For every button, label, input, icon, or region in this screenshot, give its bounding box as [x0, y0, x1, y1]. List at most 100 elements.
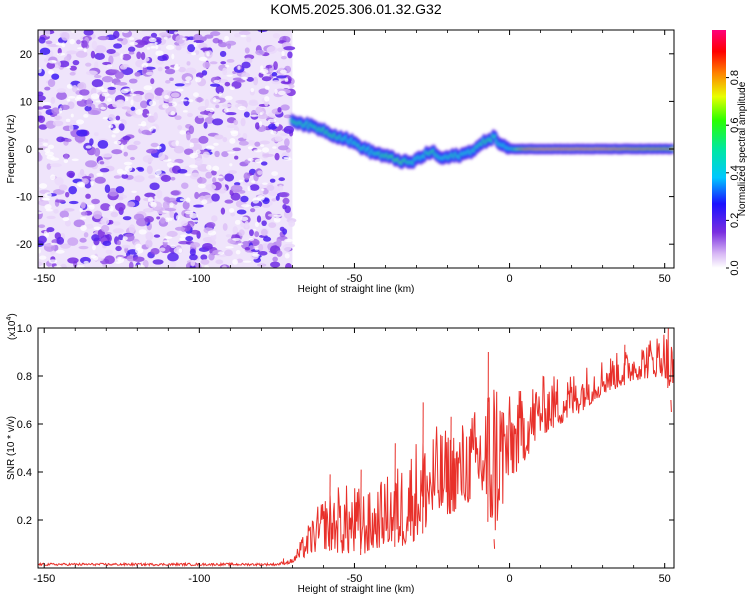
noise-gap: [93, 226, 101, 230]
noise-gap: [128, 37, 135, 41]
noise-gap: [172, 162, 181, 166]
noise-blob: [80, 201, 86, 209]
noise-gap: [174, 63, 179, 69]
noise-blob: [121, 244, 131, 249]
noise-blob: [280, 80, 292, 85]
noise-gap: [66, 98, 71, 102]
noise-gap: [284, 238, 293, 243]
noise-blob: [128, 224, 136, 234]
noise-blob: [271, 72, 278, 77]
noise-blob: [38, 115, 46, 124]
noise-blob: [56, 236, 65, 245]
noise-blob: [170, 190, 180, 196]
noise-blob: [262, 203, 271, 208]
noise-blob: [67, 237, 79, 246]
snr-spike: [422, 402, 424, 534]
noise-blob: [116, 240, 122, 246]
noise-blob: [181, 182, 189, 190]
noise-blob: [222, 67, 228, 76]
noise-gap: [74, 96, 83, 102]
noise-gap: [45, 232, 49, 238]
noise-gap: [96, 86, 104, 90]
snr-xtick-label: 0: [507, 573, 513, 585]
spectrogram-xtick-label: -50: [346, 273, 362, 285]
noise-blob: [72, 59, 80, 66]
noise-gap: [254, 158, 263, 164]
noise-blob: [68, 124, 74, 132]
noise-gap: [90, 254, 97, 259]
noise-gap: [101, 92, 110, 97]
noise-gap: [53, 265, 62, 268]
noise-gap: [113, 120, 122, 124]
noise-gap: [251, 180, 256, 184]
noise-blob: [126, 144, 138, 151]
noise-blob: [195, 157, 203, 166]
noise-blob: [69, 71, 76, 76]
noise-gap: [38, 211, 43, 215]
noise-gap: [155, 169, 162, 176]
noise-gap: [124, 88, 133, 92]
noise-gap: [184, 173, 192, 176]
noise-gap: [225, 64, 230, 68]
noise-gap: [252, 253, 260, 257]
snr-multiplier: (x104): [6, 313, 18, 340]
noise-gap: [237, 106, 246, 111]
noise-blob: [97, 35, 110, 41]
noise-gap: [204, 265, 209, 268]
noise-gap: [154, 41, 158, 45]
noise-blob: [56, 88, 67, 93]
noise-gap: [50, 174, 56, 181]
noise-gap: [155, 174, 160, 178]
noise-gap: [141, 63, 149, 68]
noise-gap: [179, 130, 186, 135]
noise-gap: [130, 99, 134, 106]
snr-spike: [450, 416, 452, 514]
noise-blob: [145, 231, 154, 241]
noise-gap: [55, 42, 65, 46]
noise-gap: [283, 158, 292, 161]
noise-gap: [41, 197, 50, 201]
noise-gap: [67, 95, 76, 99]
noise-blob: [234, 155, 239, 160]
noise-gap: [185, 197, 191, 203]
noise-gap: [229, 137, 236, 144]
noise-blob: [150, 248, 160, 255]
noise-blob: [230, 212, 235, 217]
noise-blob: [268, 200, 273, 206]
noise-blob: [152, 259, 164, 265]
noise-blob: [38, 124, 48, 130]
noise-gap: [174, 31, 178, 35]
noise-blob: [273, 61, 278, 71]
noise-blob: [158, 152, 165, 161]
noise-blob: [94, 147, 101, 157]
noise-blob: [243, 111, 250, 118]
noise-blob: [271, 80, 281, 85]
noise-blob: [199, 111, 210, 115]
noise-blob: [75, 50, 88, 58]
noise-blob: [154, 87, 164, 96]
noise-gap: [185, 80, 190, 83]
noise-blob: [147, 43, 157, 47]
noise-blob: [288, 220, 296, 227]
noise-blob: [142, 108, 150, 118]
noise-blob: [121, 106, 131, 110]
colorbar: 0.0 0.2 0.4 0.6 0.8 Normalized spectral ampl…: [712, 30, 748, 276]
noise-gap: [241, 76, 248, 80]
noise-blob: [156, 216, 161, 220]
noise-blob: [280, 104, 290, 111]
noise-gap: [189, 142, 194, 148]
noise-blob: [157, 55, 168, 62]
noise-blob: [83, 30, 94, 36]
noise-blob: [221, 265, 227, 268]
noise-gap: [253, 228, 257, 231]
noise-blob: [99, 167, 110, 173]
noise-blob: [38, 95, 46, 102]
noise-gap: [135, 264, 142, 268]
noise-blob: [117, 38, 124, 42]
snr-ytick-label: 0.4: [17, 467, 32, 479]
noise-gap: [66, 66, 72, 69]
noise-gap: [179, 198, 185, 202]
noise-blob: [279, 191, 290, 198]
noise-gap: [57, 52, 66, 56]
noise-gap: [209, 107, 215, 113]
